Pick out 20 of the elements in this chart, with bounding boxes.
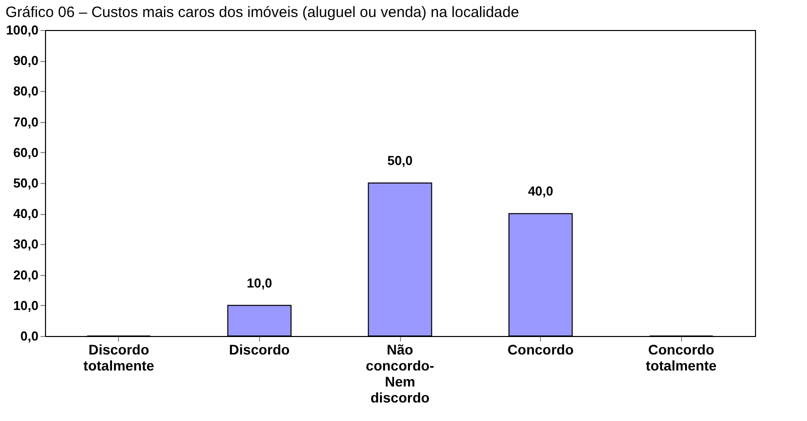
data-label: 50,0 <box>387 153 413 168</box>
y-tick-label: 40,0 <box>13 206 38 222</box>
y-tick-label: 100,0 <box>6 22 38 38</box>
x-tick-label: Concordo totalmente <box>646 342 717 374</box>
data-label: 40,0 <box>528 184 554 199</box>
x-tick-label: Concordo <box>508 342 574 358</box>
y-tick-label: 50,0 <box>13 176 38 190</box>
x-tick-label: Discordo totalmente <box>83 342 154 374</box>
y-tick-label: 30,0 <box>13 236 38 252</box>
y-tick-label: 80,0 <box>13 84 38 99</box>
y-tick-label: 10,0 <box>13 298 38 313</box>
y-tick-label: 0,0 <box>20 328 38 344</box>
x-tick-label: Não concordo- Nem discordo <box>366 342 435 406</box>
y-tick-label: 70,0 <box>13 114 38 130</box>
y-tick-label: 60,0 <box>13 144 38 160</box>
data-label: 10,0 <box>246 275 272 290</box>
y-tick-label: 90,0 <box>13 53 38 68</box>
y-tick-label: 20,0 <box>13 267 38 282</box>
x-tick-label: Discordo <box>229 342 290 358</box>
chart-title: Gráfico 06 – Custos mais caros dos imóveis (aluguel ou venda) na localidade <box>5 4 520 21</box>
